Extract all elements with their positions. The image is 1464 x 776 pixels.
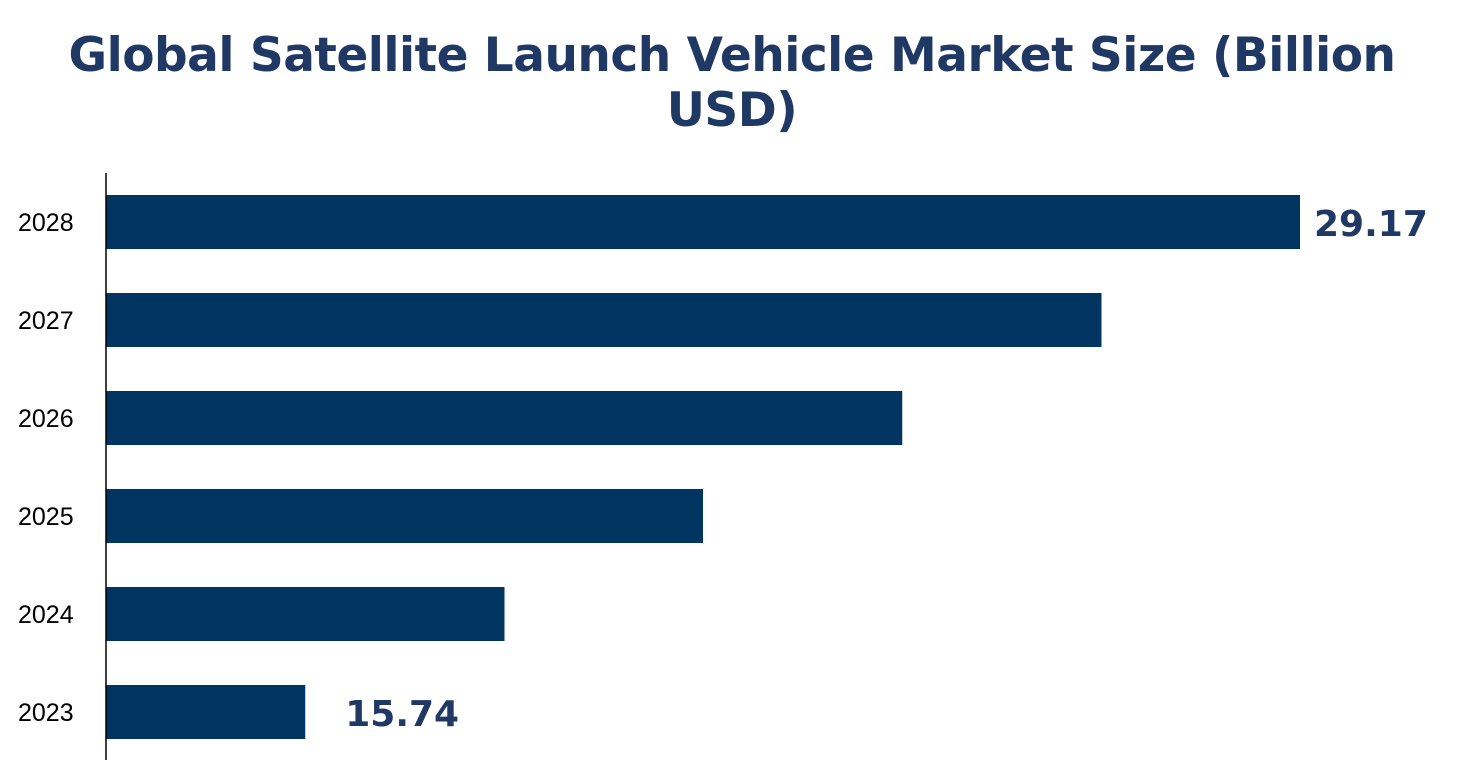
- y-tick-label: 2026: [18, 405, 74, 433]
- data-label-2023: 15.74: [345, 694, 459, 735]
- data-label-2028: 29.17: [1314, 204, 1428, 245]
- y-tick-label: 2023: [18, 699, 74, 727]
- y-tick-label: 2028: [18, 209, 74, 237]
- bar-2024: [106, 587, 505, 641]
- chart-title: Global Satellite Launch Vehicle Market S…: [68, 28, 1396, 138]
- y-tick-label: 2027: [18, 307, 74, 335]
- bar-2028: [106, 195, 1300, 249]
- y-tick-label: 2024: [18, 601, 74, 629]
- bar-2023: [106, 685, 306, 739]
- bar-2027: [106, 293, 1102, 347]
- y-tick-label: 2025: [18, 503, 74, 531]
- bar-2025: [106, 489, 703, 543]
- bar-2026: [106, 391, 903, 445]
